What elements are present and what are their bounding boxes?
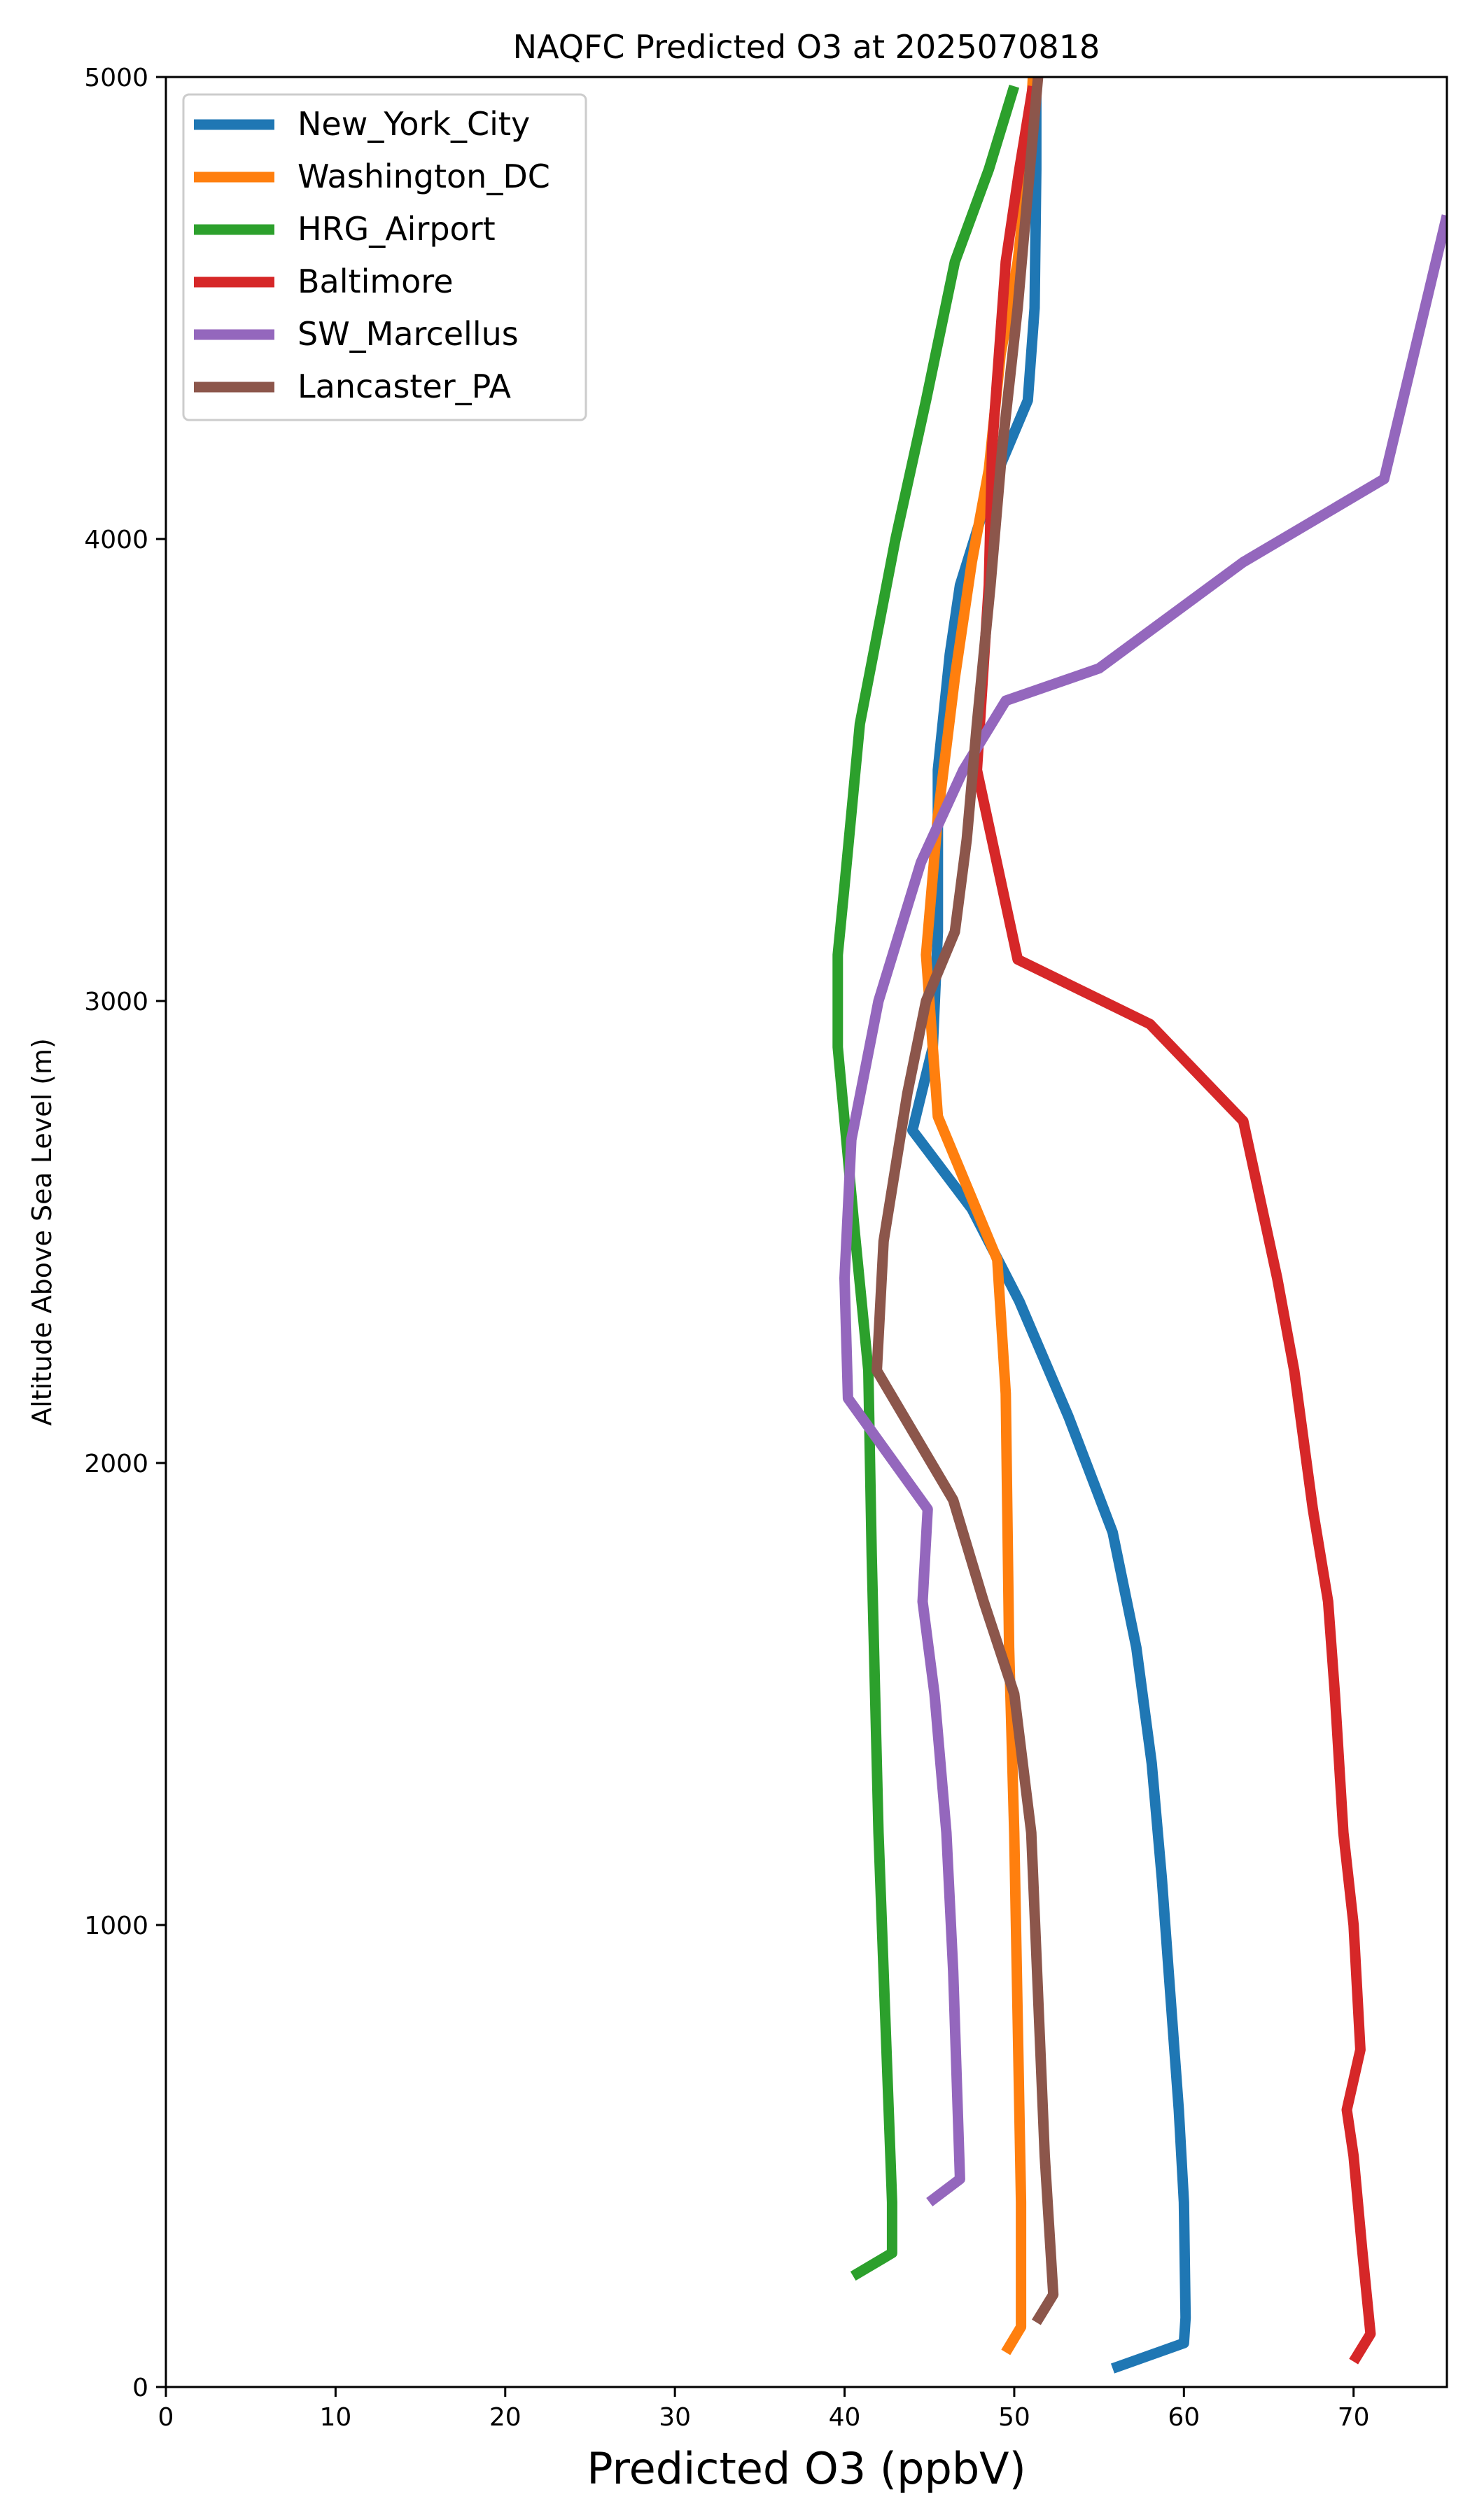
- x-tick-label: 60: [1168, 2403, 1200, 2432]
- series-line-baltimore: [972, 85, 1376, 2365]
- y-tick-label: 0: [132, 2374, 148, 2402]
- x-tick-label: 0: [158, 2403, 174, 2432]
- x-axis: 0 10 20 30 40 50 60 70: [158, 2387, 1370, 2432]
- y-tick-label: 2000: [84, 1450, 148, 1478]
- x-tick-label: 10: [319, 2403, 351, 2432]
- y-tick-label: 4000: [84, 526, 148, 554]
- y-axis: 0 1000 2000 3000 4000 5000: [84, 64, 166, 2402]
- x-tick-label: 40: [829, 2403, 861, 2432]
- legend-label-sw-marcellus: SW_Marcellus: [298, 315, 519, 353]
- plot-frame: [164, 76, 1448, 2388]
- legend-box: [182, 93, 587, 421]
- x-tick-label: 30: [659, 2403, 691, 2432]
- legend-label-hrg-airport: HRG_Airport: [298, 210, 496, 248]
- y-tick-label: 5000: [84, 64, 148, 92]
- y-axis-label: Altitude Above Sea Level (m): [27, 1038, 57, 1426]
- legend-label-baltimore: Baltimore: [298, 262, 454, 300]
- x-axis-label: Predicted O3 (ppbV): [587, 2443, 1026, 2494]
- legend-label-new-york-city: New_York_City: [298, 105, 530, 143]
- legend: New_York_City Washington_DC HRG_Airport Bal…: [182, 93, 587, 421]
- series-line-hrg-airport: [832, 85, 1020, 2281]
- x-tick-label: 50: [998, 2403, 1030, 2432]
- series-line-sw-marcellus: [839, 214, 1447, 2206]
- chart-title: NAQFC Predicted O3 at 2025070818: [513, 28, 1100, 66]
- y-tick-label: 1000: [84, 1912, 148, 1940]
- series-layer: [832, 77, 1447, 2374]
- legend-label-lancaster-pa: Lancaster_PA: [298, 368, 511, 405]
- series-line-lancaster-pa: [872, 77, 1059, 2325]
- x-tick-label: 20: [489, 2403, 522, 2432]
- legend-label-washington-dc: Washington_DC: [298, 158, 550, 195]
- y-tick-label: 3000: [84, 988, 148, 1016]
- x-tick-label: 70: [1338, 2403, 1370, 2432]
